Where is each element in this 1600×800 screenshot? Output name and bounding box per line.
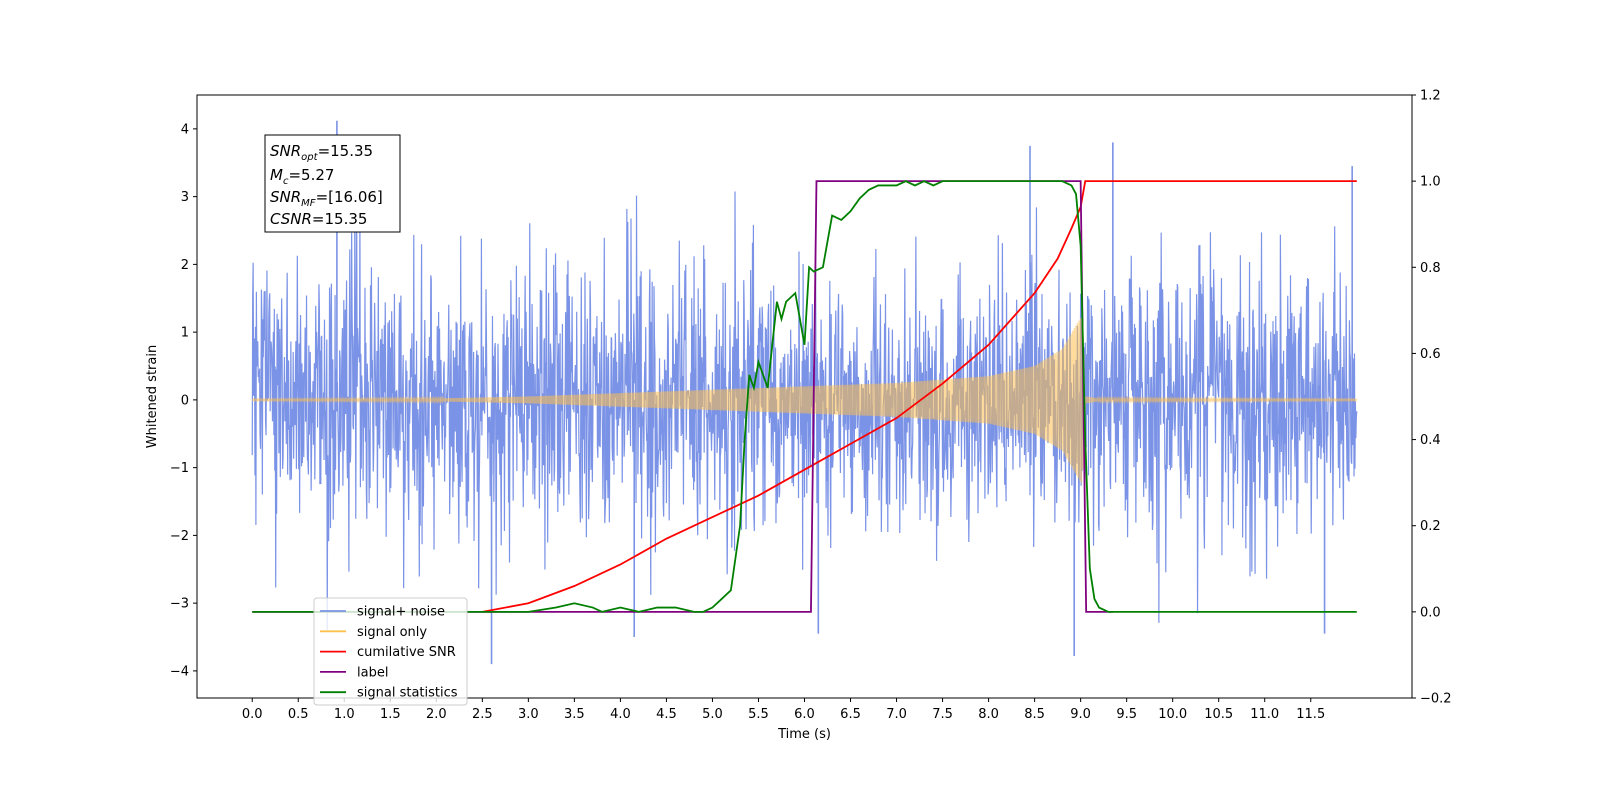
y-tick-label-left: 3 [181,190,189,205]
x-tick-label: 7.0 [886,707,907,722]
y-tick-label-left: −4 [170,664,189,679]
x-tick-label: 6.5 [840,707,861,722]
legend-item: signal only [320,625,427,640]
x-tick-label: 11.5 [1296,707,1325,722]
y-axis-left: −4 −3 −2 −1 0 1 2 3 4 [170,122,197,679]
annotation-mc: Mc=5.27 [270,166,334,187]
annotation-mc-sub: c [283,176,289,187]
series-line-signal-statistics [252,180,1357,613]
legend-label: signal+ noise [357,605,445,620]
x-axis: 0.0 0.5 1.0 1.5 2.0 2.5 3.0 3.5 4.0 4.5 5.0 5.5 6.0 6… [242,698,1325,722]
x-tick-label: 10.5 [1204,707,1233,722]
annotation-mc-symbol: M [270,166,283,184]
legend: signal+ noise signal only cumilative SNR la… [313,597,468,706]
annotation-snr-opt-sub: opt [301,152,318,163]
x-tick-label: 3.0 [518,707,539,722]
x-tick-label: 10.0 [1158,707,1187,722]
x-tick-label: 0.0 [242,707,263,722]
plot-area [251,120,1358,665]
y-tick-label-left: −1 [170,461,189,476]
annotation-snr-mf-value: =[16.06] [316,188,383,206]
y-tick-label-right: 0.0 [1420,605,1441,620]
y-tick-label-right: 1.2 [1420,89,1441,104]
y-tick-label-right: 0.8 [1420,261,1441,276]
annotation-snr-mf: SNRMF=[16.06] [270,188,383,209]
legend-item: signal+ noise [320,605,445,620]
y-tick-label-left: 0 [181,393,189,408]
x-axis-label: Time (s) [777,727,831,742]
x-tick-label: 5.5 [748,707,769,722]
x-tick-label: 5.0 [702,707,723,722]
x-tick-label: 1.0 [334,707,355,722]
annotation-snr-opt: SNRopt=15.35 [270,142,373,163]
x-tick-label: 0.5 [288,707,309,722]
annotation-mc-value: =5.27 [288,166,334,184]
x-tick-label: 4.5 [656,707,677,722]
legend-label: signal only [357,625,427,640]
annotation-box-frame [264,134,401,233]
y-tick-label-left: 4 [181,122,189,137]
legend-frame [313,597,468,706]
x-tick-label: 7.5 [932,707,953,722]
annotation-csnr-value: =15.35 [312,210,368,228]
series-line-cumilative-snr [482,180,1357,613]
annotation-snr-mf-sub: MF [301,198,316,209]
y-tick-label-left: −2 [170,529,189,544]
x-tick-label: 8.5 [1024,707,1045,722]
y-tick-label-right: 0.4 [1420,433,1441,448]
x-tick-label: 2.0 [426,707,447,722]
y-tick-label-right: 0.2 [1420,519,1441,534]
y-tick-label-left: −3 [170,597,189,612]
x-tick-label: 4.0 [610,707,631,722]
annotation-snr-opt-symbol: SNR [270,142,301,160]
x-tick-label: 1.5 [380,707,401,722]
x-tick-label: 11.0 [1250,707,1279,722]
annotation-csnr: CSNR=15.35 [270,210,367,228]
annotation-snr-mf-symbol: SNR [270,188,301,206]
stats-annotation-box: SNRopt=15.35 Mc=5.27 SNRMF=[16.06] CSNR=… [264,134,401,233]
annotation-snr-opt-value: =15.35 [318,142,374,160]
x-tick-label: 9.0 [1070,707,1091,722]
y-tick-label-right: 0.6 [1420,347,1441,362]
legend-label: label [357,665,388,680]
x-tick-label: 9.5 [1116,707,1137,722]
legend-item: label [320,665,388,680]
x-tick-label: 2.5 [472,707,493,722]
annotation-csnr-symbol: CSNR [270,210,312,228]
legend-label: cumilative SNR [357,645,456,660]
legend-item: signal statistics [320,686,458,701]
y-tick-label-right: 1.0 [1420,175,1441,190]
x-tick-label: 8.0 [978,707,999,722]
legend-label: signal statistics [357,686,458,701]
y-tick-label-right: −0.2 [1420,692,1452,707]
y-axis-right: −0.2 0.0 0.2 0.4 0.6 0.8 1.0 1.2 [1412,89,1452,707]
y-tick-label-left: 1 [181,326,189,341]
y-tick-label-left: 2 [181,258,189,273]
legend-item: cumilative SNR [320,645,456,660]
y-axis-label-left: Whitened strain [145,345,160,448]
x-tick-label: 3.5 [564,707,585,722]
series-line-signal-noise [251,191,1358,631]
x-tick-label: 6.0 [794,707,815,722]
series-line-signal-only [251,315,1358,483]
